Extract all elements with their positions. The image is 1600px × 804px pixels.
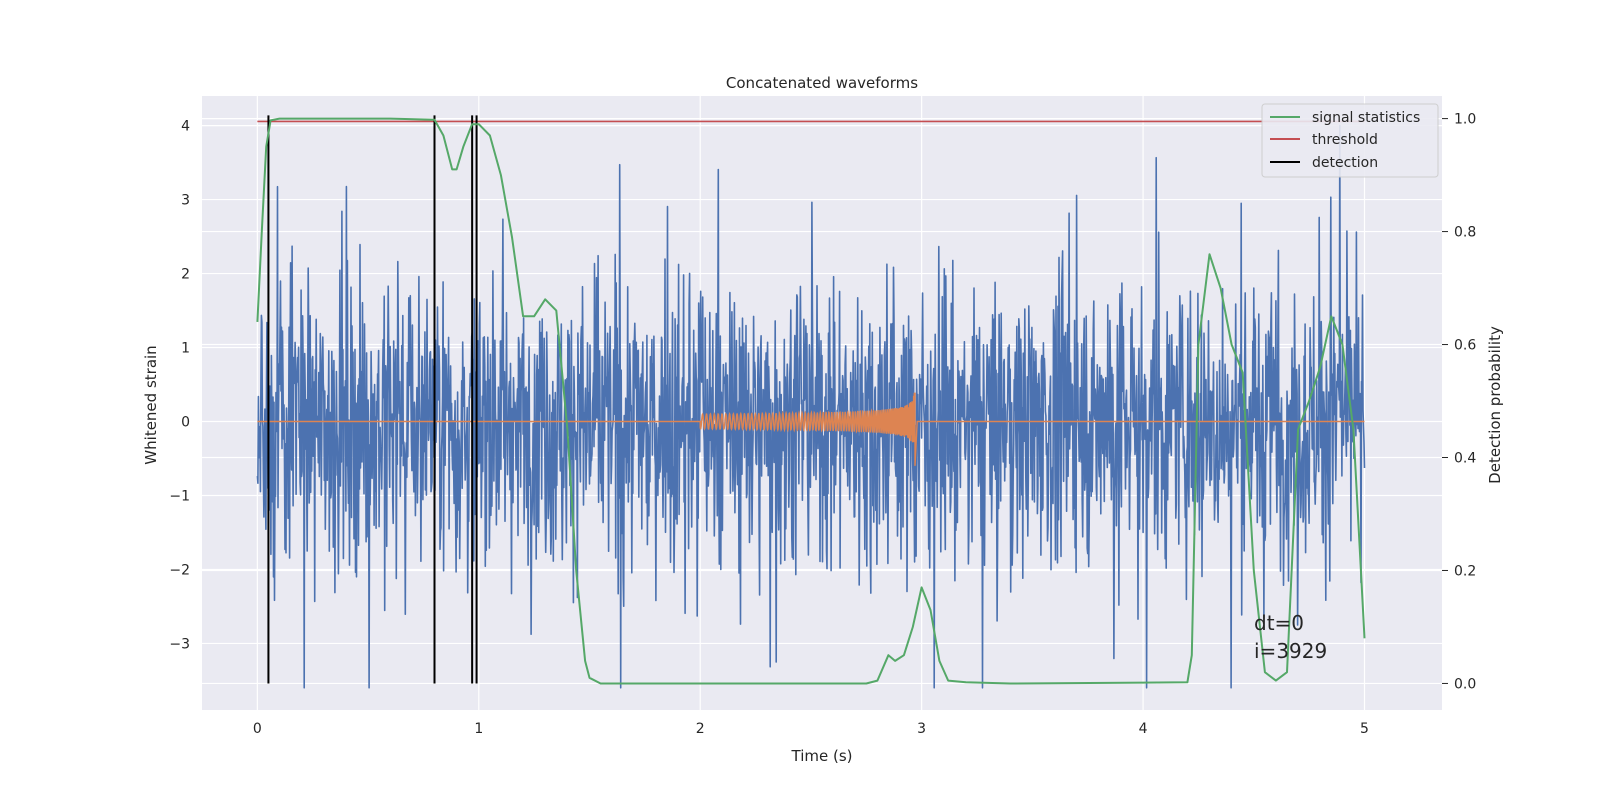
y-tick-label: 1: [181, 341, 190, 357]
annotation-line-2: i=3929: [1254, 639, 1327, 663]
y2-tick-label: 1.0: [1454, 112, 1476, 128]
detection-layer: [267, 115, 478, 684]
signal-statistics-series: [256, 117, 1366, 685]
stat-layer: [256, 117, 1366, 685]
y2-tick-label: 0.2: [1454, 563, 1476, 579]
legend: signal statistics threshold detection: [1261, 103, 1439, 178]
y-tick-label: −2: [169, 562, 190, 578]
x-tick-label: 2: [696, 721, 705, 737]
y2-tick-label: 0.6: [1454, 338, 1476, 354]
y2-tick-label: 0.0: [1454, 676, 1476, 692]
legend-label-detection: detection: [1312, 155, 1378, 171]
tick-layer: 0 1 2 3 4 5 4 3 2 1 0 −1 −2 −3 1.0 0.8 0.6 0.4 0.2 0.0: [169, 112, 1476, 737]
x-tick-label: 1: [474, 721, 483, 737]
x-tick-label: 3: [917, 721, 926, 737]
y-tick-label: 0: [181, 414, 190, 430]
y-tick-label: −3: [169, 636, 190, 652]
y2-axis-label: Detection probability: [1486, 326, 1504, 484]
x-tick-label: 4: [1139, 721, 1148, 737]
y-tick-label: 4: [181, 119, 190, 135]
chirp-layer: [257, 392, 1365, 466]
chirp-series: [257, 392, 1365, 466]
x-tick-label: 5: [1360, 721, 1369, 737]
x-tick-label: 0: [253, 721, 262, 737]
y-tick-label: 3: [181, 193, 190, 209]
annotation-line-1: dt=0: [1254, 611, 1304, 635]
legend-label-signal-statistics: signal statistics: [1312, 110, 1420, 126]
y-tick-label: 2: [181, 267, 190, 283]
x-axis-label: Time (s): [791, 747, 853, 765]
legend-label-threshold: threshold: [1312, 132, 1378, 148]
y-tick-label: −1: [169, 488, 190, 504]
y-axis-label: Whitened strain: [142, 345, 160, 464]
y2-tick-label: 0.8: [1454, 225, 1476, 241]
legend-box: [1261, 103, 1439, 178]
chart-title: Concatenated waveforms: [726, 74, 918, 92]
annotation: dt=0 i=3929: [1254, 611, 1327, 663]
y2-tick-label: 0.4: [1454, 451, 1476, 467]
